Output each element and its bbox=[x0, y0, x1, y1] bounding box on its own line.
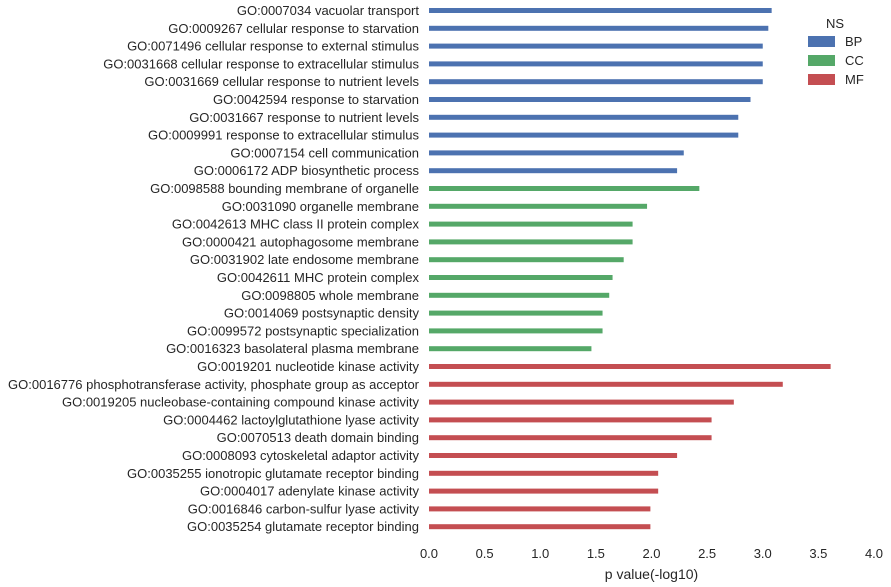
bar-21 bbox=[429, 381, 783, 387]
category-label-16: GO:0098805 whole membrane bbox=[241, 288, 419, 303]
category-label-23: GO:0004462 lactoylglutathione lyase acti… bbox=[163, 412, 419, 427]
category-label-6: GO:0031667 response to nutrient levels bbox=[189, 110, 419, 125]
category-label-27: GO:0004017 adenylate kinase activity bbox=[200, 484, 419, 499]
category-label-20: GO:0019201 nucleotide kinase activity bbox=[197, 359, 419, 374]
x-tick-label-0: 0.0 bbox=[420, 546, 438, 561]
category-label-14: GO:0031902 late endosome membrane bbox=[190, 252, 419, 267]
bar-29 bbox=[429, 524, 651, 530]
bar-8 bbox=[429, 150, 684, 156]
legend: NS BP CC MF bbox=[808, 16, 864, 87]
category-labels: GO:0007034 vacuolar transport GO:0009267 … bbox=[8, 3, 420, 534]
x-tick-label-1: 0.5 bbox=[476, 546, 494, 561]
bar-24 bbox=[429, 435, 712, 441]
bar-23 bbox=[429, 417, 712, 423]
x-tick-label-8: 4.0 bbox=[865, 546, 883, 561]
x-tick-label-6: 3.0 bbox=[754, 546, 772, 561]
category-label-10: GO:0098588 bounding membrane of organell… bbox=[150, 181, 419, 196]
legend-entries: BP CC MF bbox=[808, 34, 864, 87]
bar-3 bbox=[429, 61, 763, 67]
category-label-21: GO:0016776 phosphotransferase activity, … bbox=[8, 377, 420, 392]
category-label-8: GO:0007154 cell communication bbox=[230, 145, 419, 160]
x-tick-label-2: 1.0 bbox=[531, 546, 549, 561]
bar-13 bbox=[429, 239, 633, 245]
bar-14 bbox=[429, 257, 624, 263]
legend-swatch-cc bbox=[808, 55, 835, 66]
category-label-19: GO:0016323 basolateral plasma membrane bbox=[166, 341, 419, 356]
category-label-11: GO:0031090 organelle membrane bbox=[222, 199, 419, 214]
bar-15 bbox=[429, 275, 613, 280]
bar-22 bbox=[429, 399, 734, 405]
legend-title: NS bbox=[826, 16, 844, 31]
category-label-4: GO:0031669 cellular response to nutrient… bbox=[144, 74, 419, 89]
category-label-1: GO:0009267 cellular response to starvati… bbox=[168, 21, 419, 36]
bars-layer bbox=[429, 8, 831, 530]
category-label-17: GO:0014069 postsynaptic density bbox=[224, 306, 420, 321]
category-label-18: GO:0099572 postsynaptic specialization bbox=[187, 323, 419, 338]
x-axis-ticks: 0.0 0.5 1.0 1.5 2.0 2.5 3.0 3.5 4.0 bbox=[420, 546, 883, 561]
bar-5 bbox=[429, 97, 751, 102]
legend-swatch-bp bbox=[808, 36, 835, 47]
category-label-7: GO:0009991 response to extracellular sti… bbox=[148, 128, 419, 143]
bar-2 bbox=[429, 43, 763, 49]
bar-26 bbox=[429, 470, 659, 476]
category-label-24: GO:0070513 death domain binding bbox=[217, 430, 419, 445]
category-label-5: GO:0042594 response to starvation bbox=[213, 92, 419, 107]
bar-6 bbox=[429, 114, 739, 120]
x-tick-label-7: 3.5 bbox=[809, 546, 827, 561]
bar-11 bbox=[429, 203, 648, 209]
x-tick-label-3: 1.5 bbox=[587, 546, 605, 561]
category-label-2: GO:0071496 cellular response to external… bbox=[127, 39, 419, 54]
bar-12 bbox=[429, 221, 633, 227]
category-label-15: GO:0042611 MHC protein complex bbox=[217, 270, 420, 285]
category-label-28: GO:0016846 carbon-sulfur lyase activity bbox=[188, 501, 420, 516]
x-tick-label-5: 2.5 bbox=[698, 546, 716, 561]
bar-25 bbox=[429, 453, 678, 458]
bar-1 bbox=[429, 25, 769, 31]
category-label-13: GO:0000421 autophagosome membrane bbox=[182, 234, 419, 249]
x-tick-label-4: 2.0 bbox=[642, 546, 660, 561]
category-label-9: GO:0006172 ADP biosynthetic process bbox=[194, 163, 420, 178]
bar-18 bbox=[429, 328, 603, 334]
category-label-0: GO:0007034 vacuolar transport bbox=[237, 3, 419, 18]
bar-16 bbox=[429, 292, 610, 298]
bar-7 bbox=[429, 132, 739, 138]
bar-19 bbox=[429, 346, 592, 352]
category-label-29: GO:0035254 glutamate receptor binding bbox=[187, 519, 419, 534]
legend-label-cc: CC bbox=[845, 53, 864, 68]
legend-swatch-mf bbox=[808, 74, 835, 85]
bar-20 bbox=[429, 364, 831, 369]
category-label-22: GO:0019205 nucleobase-containing compoun… bbox=[62, 395, 420, 410]
bar-27 bbox=[429, 488, 659, 494]
bar-17 bbox=[429, 310, 603, 316]
bar-9 bbox=[429, 168, 678, 174]
bar-0 bbox=[429, 8, 772, 13]
legend-label-mf: MF bbox=[845, 72, 864, 87]
category-label-3: GO:0031668 cellular response to extracel… bbox=[103, 56, 419, 71]
category-label-26: GO:0035255 ionotropic glutamate receptor… bbox=[127, 466, 419, 481]
bar-4 bbox=[429, 79, 763, 85]
bar-28 bbox=[429, 506, 651, 512]
category-label-25: GO:0008093 cytoskeletal adaptor activity bbox=[182, 448, 420, 463]
bar-10 bbox=[429, 186, 700, 191]
category-label-12: GO:0042613 MHC class II protein complex bbox=[172, 217, 420, 232]
legend-label-bp: BP bbox=[845, 34, 862, 49]
x-axis-title: p value(-log10) bbox=[605, 566, 698, 582]
